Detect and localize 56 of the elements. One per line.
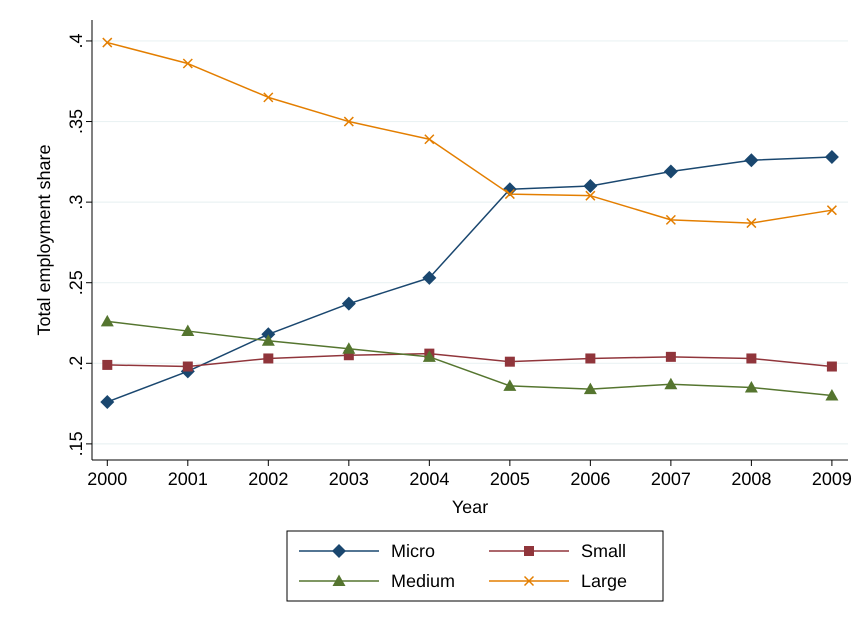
- legend-label: Large: [581, 571, 628, 591]
- x-tick-label: 2002: [248, 469, 288, 489]
- y-tick-label: .25: [66, 270, 86, 296]
- point: [424, 134, 435, 145]
- x-tick-label: 2006: [570, 469, 610, 489]
- point: [422, 270, 436, 285]
- point: [666, 352, 676, 362]
- x-tick-label: 2005: [490, 469, 530, 489]
- x-tick-label: 2000: [87, 469, 128, 489]
- y-tick-label: .15: [66, 431, 86, 456]
- x-tick-label: 2008: [731, 469, 772, 489]
- point: [585, 190, 596, 201]
- point: [503, 379, 516, 391]
- point: [263, 92, 274, 103]
- point: [262, 334, 275, 346]
- point: [746, 218, 757, 228]
- point: [744, 380, 758, 392]
- point: [504, 356, 515, 367]
- point: [422, 350, 436, 362]
- point: [181, 324, 194, 336]
- point: [746, 353, 756, 364]
- point: [344, 116, 354, 127]
- point: [585, 353, 596, 364]
- point: [342, 342, 356, 354]
- x-tick-label: 2001: [168, 469, 208, 489]
- point: [182, 58, 194, 69]
- point: [826, 204, 838, 216]
- point: [583, 179, 598, 194]
- y-tick-label: .4: [66, 33, 86, 48]
- point: [825, 389, 838, 401]
- point: [584, 382, 597, 394]
- x-axis-title: Year: [452, 497, 488, 517]
- point: [182, 362, 193, 372]
- legend-label: Small: [581, 541, 626, 561]
- point: [102, 360, 112, 370]
- point: [824, 150, 839, 164]
- legend-label: Micro: [391, 541, 435, 561]
- point: [664, 164, 678, 178]
- point: [263, 353, 274, 364]
- point: [100, 314, 114, 326]
- x-tick-label: 2004: [409, 469, 450, 489]
- y-tick-label: .35: [66, 109, 86, 134]
- y-axis-title: Total employment share: [34, 144, 54, 336]
- point: [744, 153, 758, 168]
- point: [102, 37, 113, 48]
- legend-label: Medium: [391, 571, 456, 591]
- y-tick-label: .2: [66, 356, 86, 371]
- point: [666, 214, 676, 226]
- y-tick-label: .3: [66, 194, 86, 210]
- x-tick-label: 2007: [650, 469, 691, 489]
- point: [664, 378, 678, 390]
- point: [342, 296, 356, 311]
- point: [100, 394, 114, 409]
- x-tick-label: 2009: [812, 469, 852, 489]
- point: [826, 362, 837, 372]
- x-tick-label: 2003: [328, 469, 369, 489]
